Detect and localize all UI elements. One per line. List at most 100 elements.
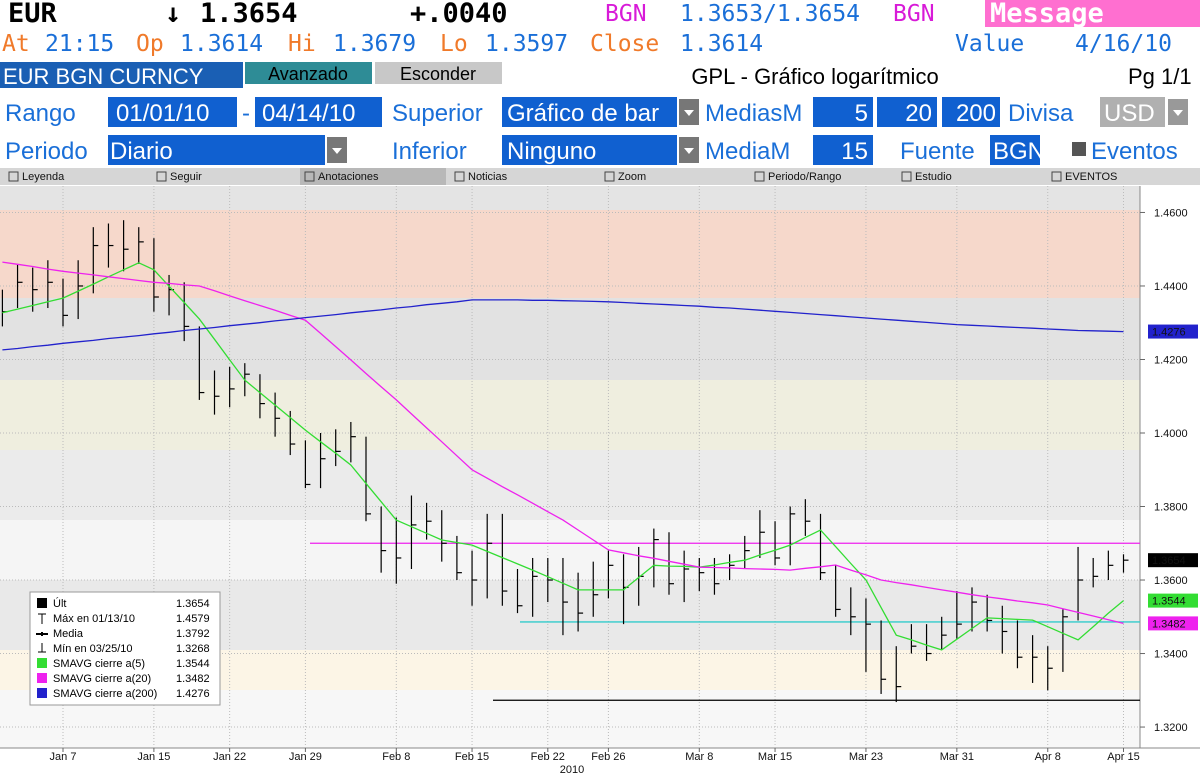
- input[interactable]: [813, 135, 873, 165]
- input-value[interactable]: Gráfico de bar: [507, 100, 659, 127]
- legend-label: Mín en 03/25/10: [53, 643, 133, 655]
- toolbar-button[interactable]: Periodo/Rango: [768, 171, 841, 183]
- input[interactable]: [108, 97, 237, 127]
- dropdown[interactable]: [502, 135, 677, 165]
- dropdown[interactable]: [502, 97, 677, 127]
- legend-label: Máx en 01/13/10: [53, 613, 135, 625]
- label: Op: [136, 31, 164, 57]
- legend-icon: [38, 643, 46, 653]
- page-title: GPL - Gráfico logarítmico: [691, 64, 938, 89]
- moving-average-line: [2, 261, 1124, 625]
- legend-icon: [36, 632, 48, 636]
- toolbar-icon[interactable]: [156, 171, 167, 182]
- legend-label: Media: [53, 628, 84, 640]
- last-value-tag-label: 1.4276: [1152, 327, 1186, 339]
- toolbar-icon[interactable]: [454, 171, 465, 182]
- toolbar-button[interactable]: EVENTOS: [1065, 171, 1117, 183]
- label: MediasM: [705, 100, 802, 127]
- y-tick-label: 1.4600: [1154, 207, 1188, 219]
- toolbar-button[interactable]: Anotaciones: [318, 171, 379, 183]
- input-value[interactable]: BGN: [993, 138, 1045, 165]
- tab[interactable]: [375, 62, 502, 84]
- label: Lo: [440, 31, 468, 57]
- toolbar-button[interactable]: Seguir: [170, 171, 202, 183]
- x-tick-label: Mar 23: [849, 751, 883, 763]
- toolbar-button[interactable]: Estudio: [915, 171, 952, 183]
- x-tick-label: Apr 8: [1035, 751, 1061, 763]
- tab-label[interactable]: Avanzado: [268, 64, 348, 84]
- dropdown[interactable]: [1100, 97, 1165, 127]
- label[interactable]: Eventos: [1091, 138, 1178, 165]
- tab-label[interactable]: Esconder: [400, 64, 476, 84]
- last-value-tag: [1148, 616, 1198, 631]
- input[interactable]: [942, 97, 1000, 127]
- close: 1.3614: [680, 31, 763, 57]
- legend-swatch: [37, 658, 47, 668]
- toolbar-icon[interactable]: [754, 171, 765, 182]
- legend-icon: [37, 598, 47, 608]
- label: Rango: [5, 100, 76, 127]
- label: Fuente: [900, 138, 975, 165]
- legend-value: 1.3482: [176, 673, 210, 685]
- legend-value: 1.3654: [176, 598, 210, 610]
- open: 1.3614: [180, 31, 263, 57]
- message[interactable]: Message: [990, 0, 1104, 29]
- currency: BGN: [893, 1, 935, 27]
- last-value-tag: [1148, 324, 1198, 339]
- input-value[interactable]: Diario: [110, 138, 173, 165]
- x-tick-label: Feb 8: [382, 751, 410, 763]
- security: EUR BGN CURNCY: [3, 64, 204, 89]
- input-value[interactable]: 15: [841, 138, 868, 165]
- label: Superior: [392, 100, 483, 127]
- toolbar-icon[interactable]: [901, 171, 912, 182]
- toolbar-button[interactable]: Leyenda: [22, 171, 65, 183]
- y-tick-label: 1.4000: [1154, 428, 1188, 440]
- toolbar-button[interactable]: Zoom: [618, 171, 646, 183]
- checkbox[interactable]: [1072, 142, 1086, 156]
- input[interactable]: [877, 97, 937, 127]
- y-tick-label: 1.3800: [1154, 502, 1188, 514]
- input[interactable]: [255, 97, 382, 127]
- legend-value: 1.3268: [176, 643, 210, 655]
- tab[interactable]: [245, 62, 372, 84]
- y-tick-label: 1.4200: [1154, 354, 1188, 366]
- input[interactable]: [990, 135, 1040, 165]
- input-value[interactable]: 200: [956, 100, 996, 127]
- input-value[interactable]: 01/01/10: [116, 100, 209, 127]
- legend-value: 1.3544: [176, 658, 210, 670]
- input-value[interactable]: 5: [855, 100, 868, 127]
- y-tick-label: 1.3200: [1154, 722, 1188, 734]
- message-box[interactable]: [985, 0, 1200, 27]
- y-tick-label: 1.3400: [1154, 649, 1188, 661]
- high: 1.3679: [333, 31, 416, 57]
- input-value[interactable]: USD: [1104, 100, 1155, 127]
- low: 1.3597: [485, 31, 568, 57]
- direction-arrow: ↓: [165, 0, 181, 29]
- toolbar-buttons: Leyenda Seguir Anotaciones Noticias Zoom Peri…: [8, 171, 1117, 183]
- x-tick-label: Jan 7: [50, 751, 77, 763]
- toolbar-button[interactable]: Noticias: [468, 171, 508, 183]
- axes: 1.3200 1.3400 1.3600 1.3800 1.4000 1.4200 1.44…: [50, 207, 1198, 776]
- last-price: 1.3654: [200, 0, 298, 29]
- toolbar-icon[interactable]: [1051, 171, 1062, 182]
- legend-value: 1.4276: [176, 688, 210, 700]
- separator: -: [242, 100, 250, 127]
- legend-label: SMAVG cierre a(5): [53, 658, 145, 670]
- legend: Últ 1.3654 Máx en 01/13/10 1.4579 Media 1.379…: [29, 591, 221, 706]
- input-value[interactable]: 04/14/10: [262, 100, 355, 127]
- input-value[interactable]: Ninguno: [507, 138, 596, 165]
- input[interactable]: [813, 97, 873, 127]
- toolbar-icon[interactable]: [8, 171, 19, 182]
- y-tick-label: 1.4400: [1154, 281, 1188, 293]
- moving-average-line: [2, 299, 1124, 351]
- input-value[interactable]: 20: [905, 100, 932, 127]
- toolbar-icon[interactable]: [604, 171, 615, 182]
- dropdown[interactable]: [108, 135, 325, 165]
- x-tick-label: Feb 15: [455, 751, 489, 763]
- x-tick-label: Jan 15: [137, 751, 170, 763]
- last-price-tag-label: 1.3654: [1152, 555, 1186, 567]
- legend-label: Últ: [53, 597, 66, 610]
- legend-label: SMAVG cierre a(200): [53, 688, 157, 700]
- toolbar-icon[interactable]: [304, 171, 315, 182]
